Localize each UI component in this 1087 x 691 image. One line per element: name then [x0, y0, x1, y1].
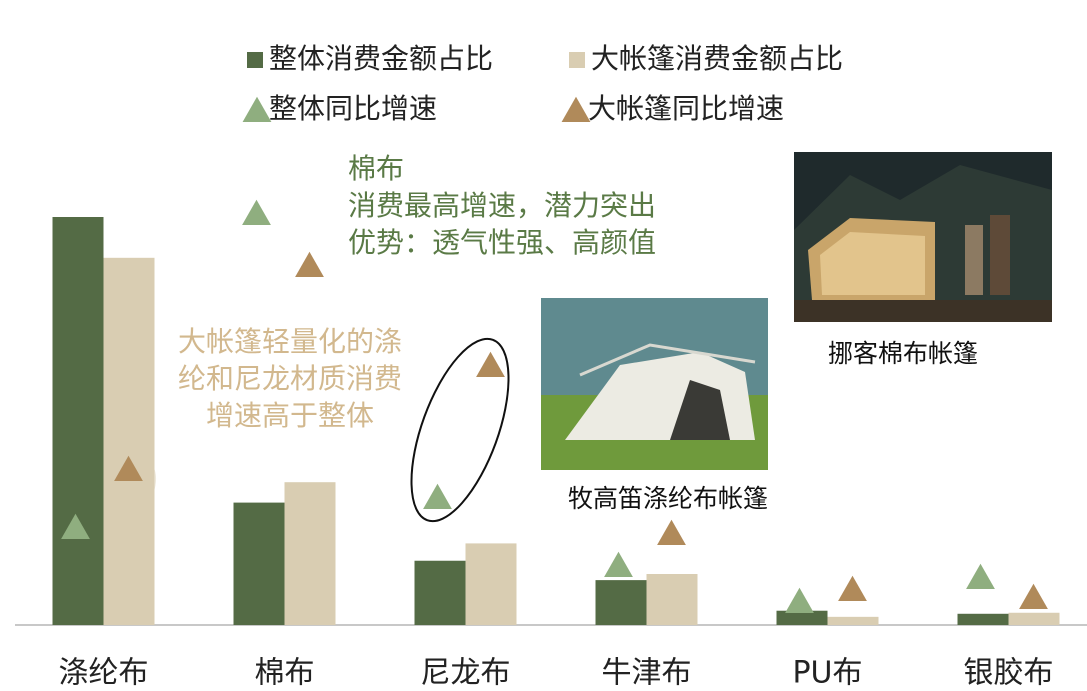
bar [646, 574, 698, 625]
bar [1008, 612, 1060, 625]
legend-marker [242, 96, 272, 122]
growth-marker [604, 551, 633, 577]
growth-marker [838, 575, 867, 601]
x-tick-label: 涤纶布 [59, 656, 149, 691]
bar [957, 613, 1009, 625]
bar [103, 257, 155, 625]
legend-label: 整体同比增速 [269, 92, 437, 125]
annotation: 增速高于整体 [206, 399, 374, 432]
growth-marker [242, 199, 271, 225]
bar [284, 482, 336, 625]
growth-marker [966, 563, 995, 589]
legend-label: 整体消费金额占比 [269, 42, 493, 75]
annotation: 大帐篷轻量化的涤 [178, 325, 402, 358]
bar [233, 502, 285, 625]
growth-marker [61, 513, 90, 539]
growth-marker [114, 455, 143, 481]
annotation: 纶和尼龙材质消费 [178, 362, 402, 395]
bar [465, 543, 517, 625]
growth-marker [423, 483, 452, 509]
legend-label: 大帐篷同比增速 [588, 92, 784, 125]
photo-caption: 挪客棉布帐篷 [828, 339, 978, 368]
bar [595, 580, 647, 625]
legend-label: 大帐篷消费金额占比 [591, 42, 843, 75]
growth-marker [1019, 583, 1048, 609]
annotation: 优势：透气性强、高颜值 [348, 226, 656, 259]
photo-polyester-tent [541, 298, 768, 470]
x-tick-label: 棉布 [255, 656, 315, 691]
bar [776, 610, 828, 625]
annotation: 消费最高增速，潜力突出 [348, 189, 656, 222]
photo-caption: 牧高笛涤纶布帐篷 [568, 484, 768, 513]
x-tick-label: 牛津布 [602, 656, 692, 691]
bar [414, 560, 466, 625]
bar [52, 217, 104, 625]
annotation: 棉布 [348, 152, 404, 185]
x-tick-label: 尼龙布 [421, 656, 511, 691]
growth-marker [657, 519, 686, 545]
growth-marker [476, 351, 505, 377]
photo-cotton-tent [794, 152, 1052, 322]
x-tick-label: PU布 [792, 656, 862, 691]
legend-marker [247, 52, 263, 68]
x-tick-label: 银胶布 [964, 656, 1054, 691]
legend-marker [569, 52, 585, 68]
growth-marker [295, 251, 324, 277]
bar [827, 616, 879, 625]
legend-marker [561, 96, 591, 122]
highlight-ellipse [410, 337, 510, 523]
growth-marker [785, 587, 814, 613]
